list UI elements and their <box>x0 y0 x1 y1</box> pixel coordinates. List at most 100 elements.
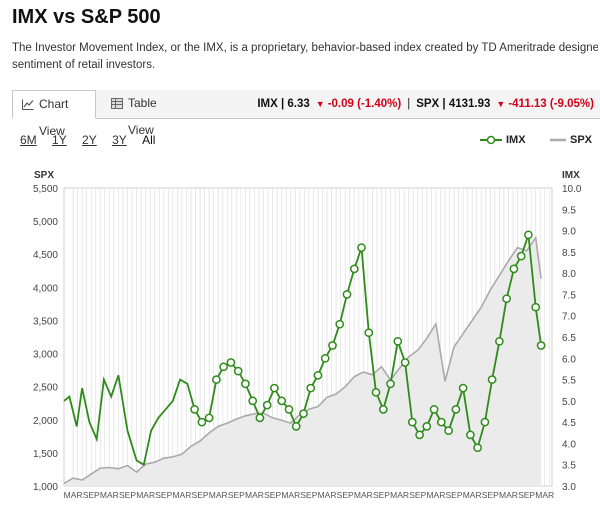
right-axis-tick-label: 6.5 <box>562 333 576 344</box>
imx-point <box>204 413 214 423</box>
imx-point <box>320 353 330 363</box>
imx-point <box>458 383 468 393</box>
right-axis-tick-label: 3.5 <box>562 461 576 472</box>
imx-point <box>219 362 228 372</box>
x-axis-tick-label: MAR <box>281 490 300 500</box>
legend-item-imx[interactable]: IMX <box>480 134 526 146</box>
x-axis-tick-label: MAR <box>136 490 155 500</box>
right-axis-tick-label: 4.0 <box>562 439 576 450</box>
imx-point <box>291 422 301 431</box>
legend-item-spx[interactable]: SPX <box>550 134 592 146</box>
x-axis-tick-label: SEP <box>337 490 354 500</box>
imx-point <box>197 417 207 427</box>
down-arrow-icon: ▼ <box>315 99 325 109</box>
imx-point <box>248 396 258 406</box>
x-axis-tick-label: SEP <box>482 490 499 500</box>
x-axis-tick-label: SEP <box>228 490 245 500</box>
left-axis-tick-label: 5,500 <box>33 184 58 195</box>
right-axis-tick-label: 6.0 <box>562 354 576 365</box>
imx-point <box>422 422 432 431</box>
imx-point <box>255 413 265 423</box>
right-axis-tick-label: 8.0 <box>562 269 576 280</box>
right-axis-tick-label: 5.5 <box>562 376 576 387</box>
right-axis-tick-label: 3.0 <box>562 482 576 493</box>
imx-point <box>444 426 453 436</box>
left-axis-tick-label: 1,000 <box>33 482 58 493</box>
imx-quote: IMX | 6.33 <box>257 98 310 110</box>
down-arrow-icon: ▼ <box>496 99 506 109</box>
imx-markers <box>190 230 546 453</box>
imx-legend-marker-icon <box>480 135 502 145</box>
imx-point <box>328 341 337 350</box>
imx-point <box>306 383 316 393</box>
tab-chart-view-label: Chart View <box>39 97 69 138</box>
x-axis-tick-label: SEP <box>518 490 535 500</box>
imx-point <box>516 251 526 261</box>
imx-point <box>357 243 366 252</box>
imx-point <box>502 294 511 304</box>
right-axis-tick-label: 9.0 <box>562 227 576 238</box>
right-axis-tick-label: 4.5 <box>562 418 576 429</box>
x-axis-tick-label: SEP <box>300 490 317 500</box>
left-axis-label: SPX <box>34 170 54 181</box>
table-icon <box>111 98 123 109</box>
imx-spx-chart: 5,500 5,000 4,500 4,000 3,500 3,000 2,500 2,000… <box>33 170 582 500</box>
range-selector: 6M 1Y 2Y 3Y All <box>20 133 167 147</box>
imx-point <box>495 336 504 346</box>
spx-quote: SPX | 4131.93 <box>416 98 491 110</box>
line-chart-icon <box>22 99 34 110</box>
range-1y[interactable]: 1Y <box>52 133 67 147</box>
x-axis-tick-label: SEP <box>373 490 390 500</box>
x-axis-tick-label: SEP <box>83 490 100 500</box>
imx-point <box>524 230 533 240</box>
x-axis-tick-label: SEP <box>119 490 136 500</box>
right-axis-tick-label: 10.0 <box>562 184 582 195</box>
x-axis-tick-label: MAR <box>318 490 337 500</box>
right-axis-tick-label: 5.0 <box>562 397 576 408</box>
left-axis-tick-label: 4,000 <box>33 283 58 294</box>
x-axis-tick-label: MAR <box>535 490 554 500</box>
x-axis-tick-label: MAR <box>64 490 83 500</box>
left-axis-tick-label: 1,500 <box>33 449 58 460</box>
range-3y[interactable]: 3Y <box>112 133 127 147</box>
right-axis-tick-label: 9.5 <box>562 205 576 216</box>
tab-table-view-label: Table View <box>128 96 157 137</box>
imx-point <box>400 358 410 367</box>
right-axis-tick-label: 7.5 <box>562 290 576 301</box>
imx-point <box>407 417 417 427</box>
imx-point <box>429 405 439 414</box>
range-all[interactable]: All <box>142 133 156 147</box>
imx-point <box>233 366 243 376</box>
range-2y[interactable]: 2Y <box>82 133 97 147</box>
left-axis-tick-label: 3,500 <box>33 316 58 327</box>
tab-chart-view[interactable]: Chart View <box>12 90 96 138</box>
right-axis-tick-label: 8.5 <box>562 248 576 259</box>
range-6m[interactable]: 6M <box>20 133 37 147</box>
quote-divider: | <box>407 98 411 110</box>
imx-point <box>342 290 352 299</box>
imx-point <box>284 405 294 414</box>
tab-table-view[interactable]: Table View <box>102 90 194 137</box>
imx-point <box>451 405 461 414</box>
right-axis-tick-label: 7.0 <box>562 312 576 323</box>
x-axis-tick-label: MAR <box>354 490 373 500</box>
imx-point <box>480 417 490 427</box>
imx-point <box>349 264 359 274</box>
legend-imx-label: IMX <box>506 134 526 146</box>
x-axis-tick-label: MAR <box>209 490 228 500</box>
imx-point <box>415 430 424 440</box>
left-axis-tick-label: 2,000 <box>33 416 58 427</box>
imx-point <box>190 405 199 414</box>
imx-change: -0.09 (-1.40%) <box>327 98 402 110</box>
view-tab-bar: Chart View Table View IMX | 6.33 ▼ -0.09 (… <box>12 90 600 138</box>
legend-spx-label: SPX <box>570 134 593 146</box>
imx-point <box>531 302 541 312</box>
x-axis-tick-label: MAR <box>390 490 409 500</box>
left-axis-tick-label: 3,000 <box>33 350 58 361</box>
imx-point <box>509 264 519 274</box>
page-title: IMX vs S&P 500 <box>12 6 161 28</box>
spx-area <box>64 237 542 486</box>
imx-point <box>270 383 279 393</box>
x-axis-tick-label: MAR <box>463 490 482 500</box>
description-line-2: sentiment of retail investors. <box>12 59 156 71</box>
